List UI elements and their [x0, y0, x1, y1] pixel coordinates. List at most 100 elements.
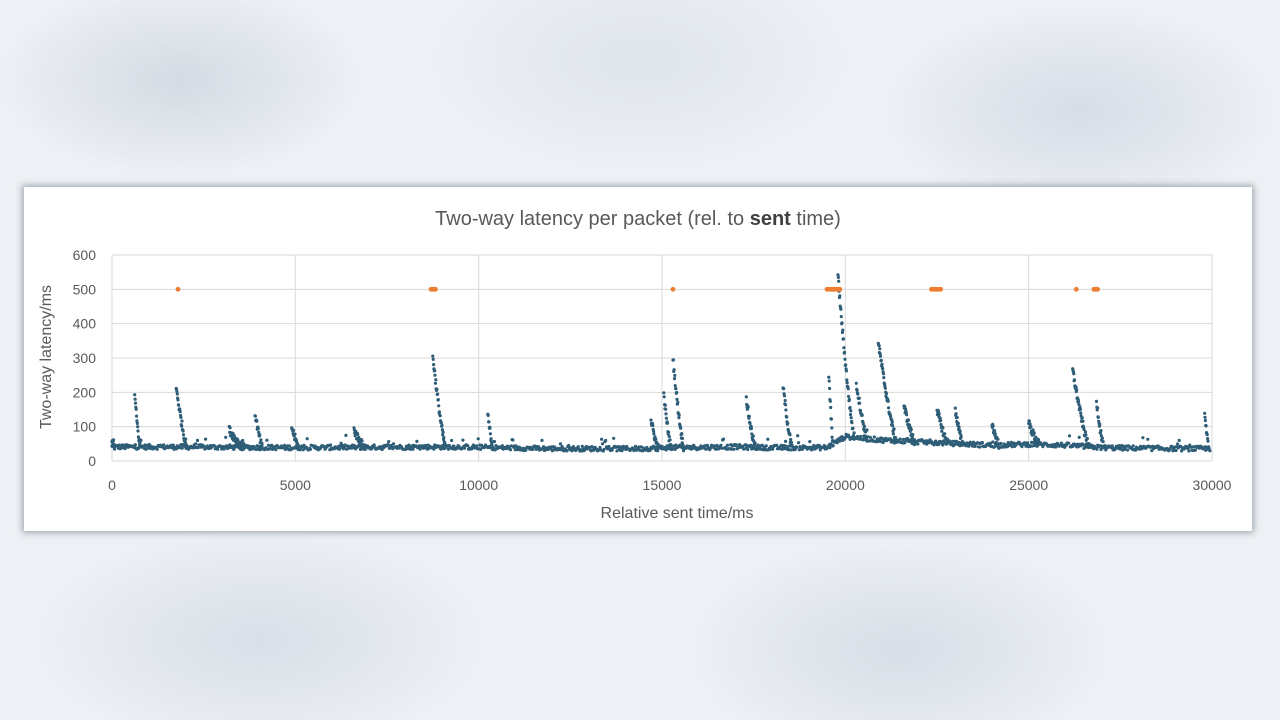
data-point	[783, 398, 787, 403]
data-point	[639, 445, 643, 449]
data-point	[887, 406, 891, 410]
data-point	[342, 445, 346, 450]
data-point	[956, 421, 960, 425]
y-tick-label: 400	[73, 316, 97, 332]
data-point	[1126, 448, 1130, 452]
data-point	[954, 412, 958, 416]
data-point	[959, 435, 963, 439]
data-point	[753, 441, 757, 445]
data-point	[570, 449, 574, 453]
data-point	[259, 438, 263, 442]
data-point	[955, 439, 959, 443]
data-point	[852, 431, 856, 435]
data-point	[818, 448, 822, 452]
data-point	[719, 443, 723, 447]
data-point	[903, 440, 907, 444]
data-point	[939, 419, 943, 423]
data-point	[476, 437, 480, 441]
data-point	[945, 437, 949, 441]
data-point	[1096, 415, 1100, 419]
data-point	[771, 447, 775, 451]
data-point	[329, 443, 333, 447]
data-point	[845, 378, 849, 382]
data-point	[415, 439, 419, 443]
data-point	[1079, 411, 1083, 415]
data-point	[837, 279, 841, 283]
data-point	[171, 443, 175, 447]
data-point	[789, 437, 793, 442]
data-point	[1096, 406, 1100, 410]
data-point	[890, 420, 894, 424]
data-point	[848, 406, 852, 410]
data-point	[1072, 378, 1077, 382]
data-point	[958, 429, 962, 433]
data-point	[677, 413, 681, 417]
data-point	[437, 410, 441, 414]
data-point	[906, 418, 911, 422]
data-point	[487, 420, 491, 424]
data-point	[775, 443, 779, 447]
data-point	[1186, 446, 1190, 451]
data-point	[488, 426, 492, 430]
data-point	[668, 447, 673, 451]
data-point	[216, 447, 220, 451]
data-point	[964, 444, 968, 448]
data-point	[194, 442, 198, 446]
data-point	[675, 397, 679, 401]
data-point	[742, 447, 747, 451]
data-point	[652, 432, 656, 436]
data-point	[466, 444, 470, 448]
data-point	[134, 407, 138, 411]
data-point	[786, 421, 790, 425]
data-point	[729, 447, 734, 451]
data-point	[864, 429, 868, 433]
data-point	[178, 410, 182, 414]
x-tick-label: 30000	[1193, 477, 1232, 493]
data-point	[590, 445, 594, 449]
data-point	[991, 424, 995, 428]
data-point	[236, 438, 240, 442]
data-point	[937, 412, 941, 416]
data-point	[748, 421, 752, 425]
data-point	[268, 447, 272, 451]
data-point	[894, 438, 898, 442]
data-point	[1205, 433, 1209, 437]
data-point	[868, 435, 872, 439]
data-point	[1067, 441, 1071, 445]
data-point	[571, 445, 576, 449]
data-point	[674, 387, 678, 391]
data-point	[1082, 427, 1086, 432]
data-point	[734, 443, 739, 447]
data-point	[304, 445, 308, 449]
data-point	[135, 419, 139, 423]
data-point	[938, 416, 942, 420]
data-point	[489, 437, 493, 441]
data-point	[112, 443, 116, 447]
data-point	[433, 381, 437, 385]
data-point	[176, 398, 180, 402]
data-point	[1085, 436, 1089, 441]
data-point	[828, 446, 832, 450]
data-point	[486, 413, 490, 417]
data-point	[664, 448, 668, 452]
data-point	[461, 438, 465, 442]
data-point	[1080, 416, 1084, 420]
data-point	[789, 448, 793, 452]
data-point	[440, 428, 444, 432]
data-point	[673, 384, 677, 388]
data-point	[1037, 442, 1041, 446]
data-point	[957, 425, 961, 429]
data-point	[1086, 445, 1090, 450]
data-point	[849, 416, 853, 420]
data-point	[827, 375, 831, 379]
data-point	[847, 397, 852, 402]
data-point	[540, 438, 544, 442]
data-point	[1081, 419, 1085, 423]
data-point	[898, 437, 902, 441]
data-point	[764, 444, 768, 448]
data-point	[391, 442, 396, 446]
data-point	[479, 447, 483, 451]
data-point	[242, 442, 246, 446]
data-point	[133, 443, 137, 447]
data-point	[886, 399, 890, 403]
